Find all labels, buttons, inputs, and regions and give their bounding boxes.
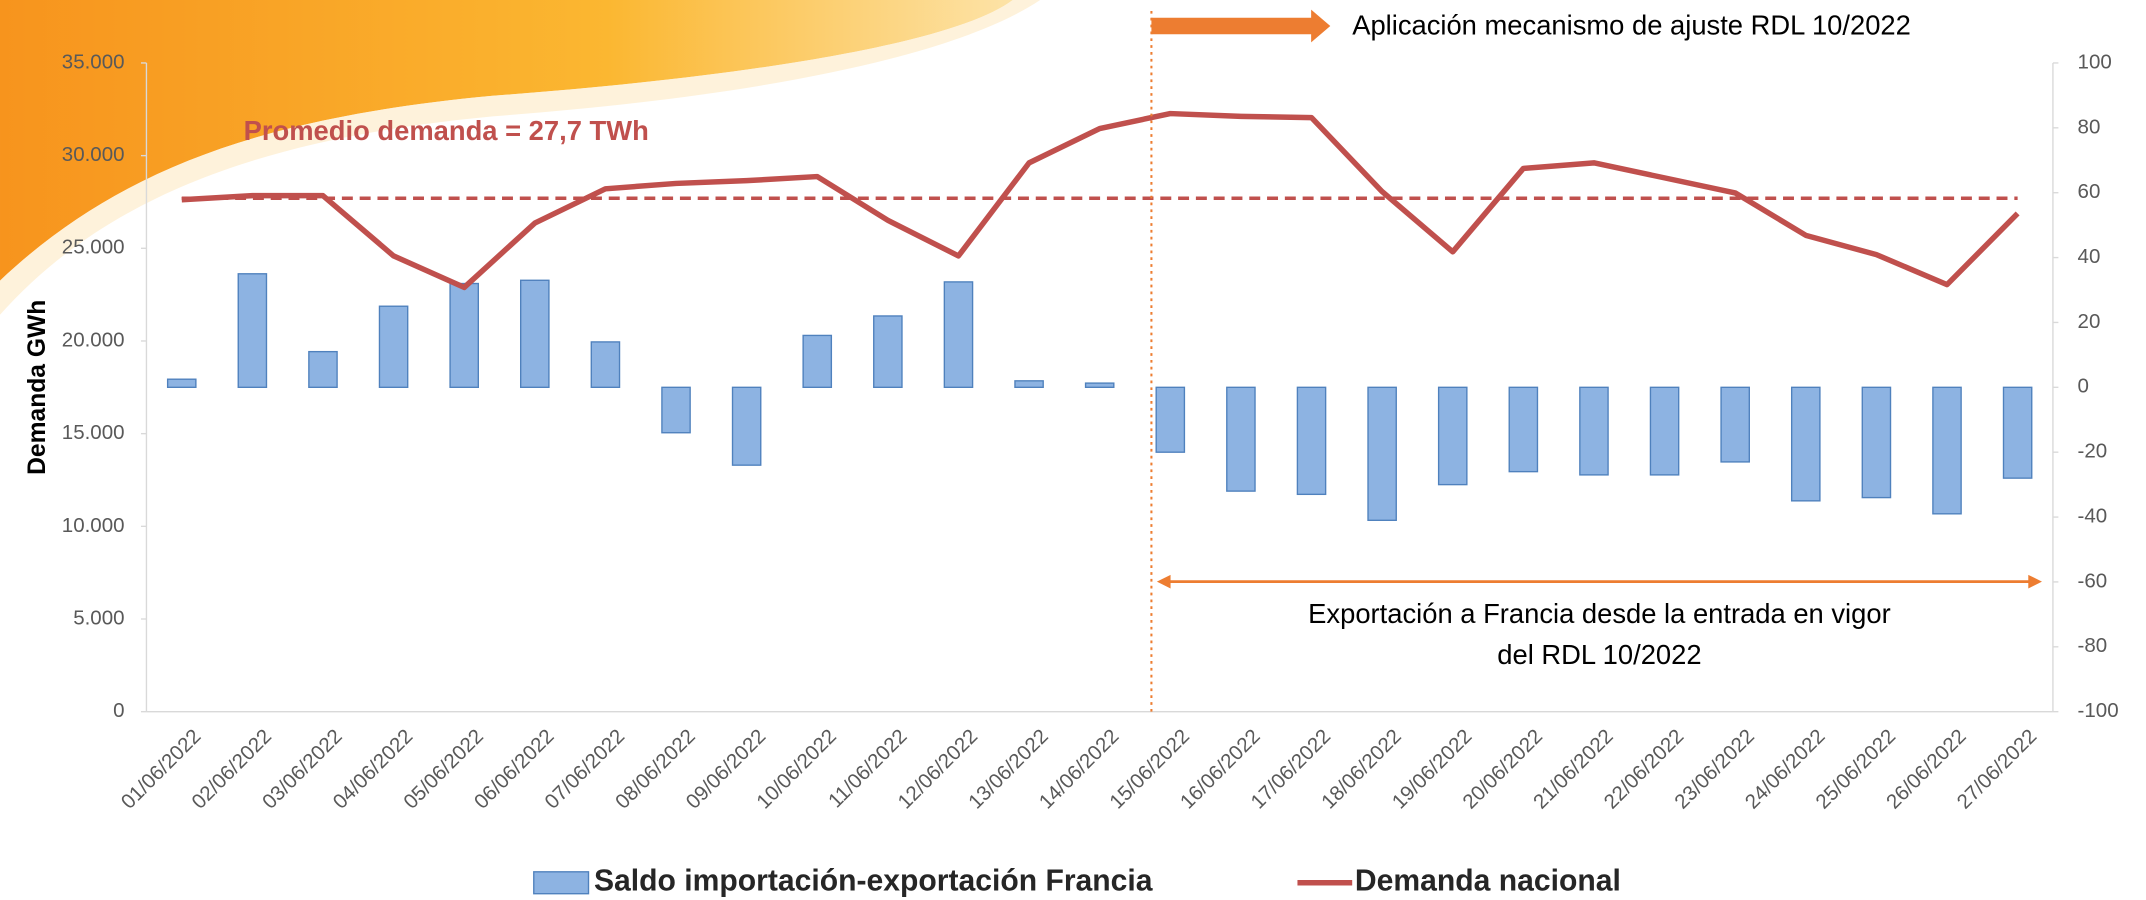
bar (731, 386, 762, 466)
bar (873, 315, 903, 389)
legend-swatch (533, 871, 590, 895)
vline-label: Aplicación mecanismo de ajuste RDL 10/20… (1352, 10, 1911, 41)
span-head-left (1156, 574, 1171, 589)
y2-tick-label: -60 (2078, 569, 2108, 592)
span-label: Exportación a Francia desde la entrada e… (1308, 598, 1890, 629)
bar (1579, 386, 1609, 476)
bar (1932, 386, 1962, 515)
legend-label: Saldo importación-exportación Francia (594, 865, 1153, 898)
y-tick-label: 5.000 (73, 606, 124, 629)
y2-tick-label: 40 (2078, 245, 2101, 268)
bar (1296, 386, 1327, 496)
bar (308, 350, 338, 389)
bar (1226, 386, 1256, 492)
bar (1861, 386, 1892, 499)
y2-tick-label: 0 (2078, 375, 2089, 398)
bar (590, 341, 621, 389)
decor-swoosh-light (0, 0, 1041, 315)
bar (1084, 382, 1115, 389)
line (181, 110, 2020, 291)
span-label: del RDL 10/2022 (1497, 639, 1701, 670)
bar (1649, 386, 1680, 476)
vline-arrow (1151, 9, 1331, 43)
bar (802, 334, 833, 389)
bar (1437, 386, 1468, 486)
decor-swoosh (0, 0, 1013, 281)
bar (1155, 386, 1186, 453)
bar (1508, 386, 1539, 473)
y2-tick-label: 100 (2078, 50, 2112, 73)
y2-tick-label: -100 (2078, 699, 2119, 722)
bar (1720, 386, 1750, 463)
bar (1367, 386, 1397, 521)
bar (943, 281, 974, 389)
bar (519, 279, 550, 389)
bar (378, 305, 409, 389)
bar (1014, 380, 1044, 389)
y2-tick-label: 60 (2078, 180, 2101, 203)
y-tick-label: 10.000 (62, 514, 125, 537)
bar (2002, 386, 2033, 479)
span-head-right (2028, 574, 2042, 589)
y2-tick-label: 80 (2078, 115, 2101, 138)
y-tick-label: 0 (113, 699, 124, 722)
bar (237, 273, 268, 389)
y2-tick-label: 20 (2078, 310, 2101, 333)
y-axis-label: Demanda GWh (24, 300, 51, 475)
bar (661, 386, 691, 434)
y-tick-label: 15.000 (62, 421, 125, 444)
y2-tick-label: -20 (2078, 440, 2108, 463)
reference-label: Promedio demanda = 27,7 TWh (244, 115, 649, 146)
legend-label: Demanda nacional (1355, 865, 1621, 898)
y-tick-label: 25.000 (62, 236, 125, 259)
y2-tick-label: -80 (2078, 634, 2108, 657)
y-tick-label: 30.000 (62, 143, 125, 166)
bar (1790, 386, 1821, 502)
bar (166, 378, 197, 389)
y2-tick-label: -40 (2078, 504, 2108, 527)
y-tick-label: 20.000 (62, 328, 125, 351)
bar (449, 282, 480, 389)
y-tick-label: 35.000 (62, 50, 125, 73)
